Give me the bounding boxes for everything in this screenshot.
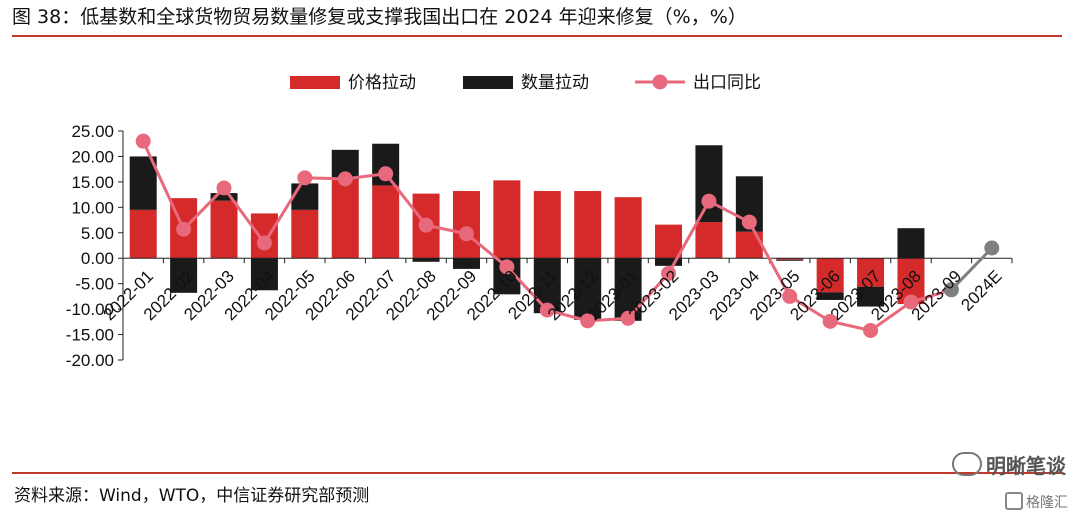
quantity-bar [574,258,602,320]
quantity-bar [291,183,319,210]
top-rule [12,35,1062,37]
legend-swatch [463,76,513,89]
figure-title: 图 38：低基数和全球货物贸易数量修复或支撑我国出口在 2024 年迎来修复（%… [12,6,747,28]
quantity-bar [655,258,683,266]
quantity-bar [695,145,723,223]
brand-text: 格隆汇 [1026,495,1068,511]
y-tick-label: -5.00 [75,275,114,294]
source-note: 资料来源：Wind，WTO，中信证券研究部预测 [14,486,370,506]
quantity-bar [452,258,480,269]
quantity-bar [250,258,278,291]
watermark: 明晰笔谈 [952,450,1066,479]
quantity-bar [170,258,198,293]
price-bar [857,258,885,287]
legend-swatch [290,76,340,89]
price-bar [735,231,763,259]
price-bar [816,258,844,293]
export-point [741,214,757,230]
price-bar [291,209,319,259]
price-bar [695,222,723,259]
watermark-text: 明晰笔谈 [986,454,1066,478]
export-point [458,226,474,242]
y-tick-label: 0.00 [81,249,114,268]
forecast-point [943,282,959,298]
y-tick-label: -15.00 [66,326,114,345]
export-point [782,288,798,304]
legend-label: 数量拉动 [521,73,589,93]
bottom-rule [12,472,1062,474]
export-point [337,171,353,187]
export-point [903,294,919,310]
forecast-point [984,240,1000,256]
price-bar [129,209,157,259]
brand-icon [1005,492,1023,510]
export-point [661,265,677,281]
wechat-icon [952,452,982,476]
quantity-bar [897,228,925,259]
quantity-bar [412,258,440,262]
export-point [863,322,879,338]
legend-label: 价格拉动 [348,73,416,93]
forecast-line-path [950,247,993,291]
export-point [256,235,272,251]
price-bar [210,200,238,259]
export-point [216,180,232,196]
export-point [135,133,151,149]
export-point [499,259,515,275]
export-point [176,221,192,237]
brand-logo: 格隆汇 [1005,492,1068,512]
export-point [297,170,313,186]
quantity-bar [816,292,844,300]
price-bar [655,224,683,259]
export-point [539,302,555,318]
quantity-bar [776,259,804,261]
export-point [378,166,394,182]
y-tick-label: -20.00 [66,351,114,370]
y-tick-label: 10.00 [71,198,114,217]
zero-axis [122,257,1013,264]
y-axis: 25.00 20.00 15.00 10.00 5.00 0.00 -5.00 -10.00 -… [66,122,124,370]
quantity-bar [129,156,157,210]
price-bar [614,197,642,259]
price-bar [331,179,359,259]
x-tick-label: 2024E [957,267,1005,315]
quantity-bar [210,193,238,201]
price-bar [574,191,602,259]
export-point [822,313,838,329]
export-line [135,133,1000,338]
quantity-bar [857,286,885,307]
price-bar [452,191,480,259]
legend-marker [652,74,668,90]
price-bar [533,191,561,259]
y-tick-label: 25.00 [71,122,114,141]
export-point [620,310,636,326]
price-bar [776,258,804,260]
price-bar [493,180,521,259]
chart: 价格拉动 数量拉动 出口同比 25.00 20.00 15.00 10.00 5.00 0.0… [66,73,1013,370]
export-point [418,217,434,233]
y-tick-label: 5.00 [81,224,114,243]
price-bar [372,185,400,259]
export-point [580,313,596,329]
y-tick-label: 15.00 [71,173,114,192]
y-tick-label: -10.00 [66,300,114,319]
export-point [701,193,717,209]
y-tick-label: 20.00 [71,147,114,166]
legend: 价格拉动 数量拉动 出口同比 [290,73,761,93]
legend-label: 出口同比 [693,73,761,93]
